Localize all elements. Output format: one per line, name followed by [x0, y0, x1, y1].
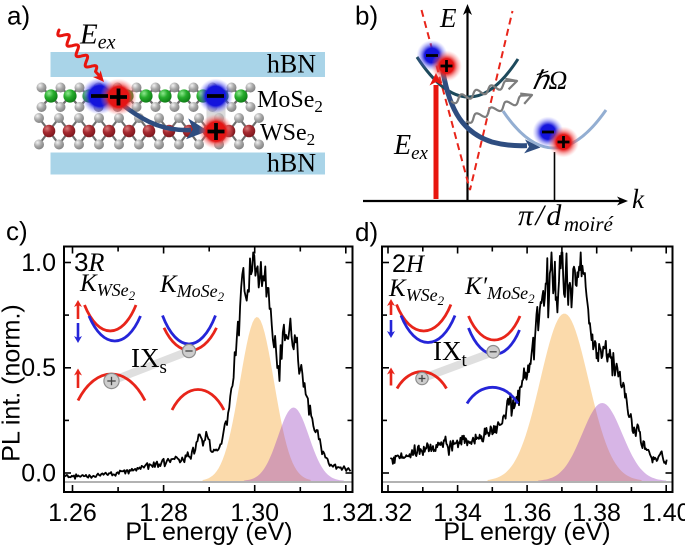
svg-text:hBN: hBN — [267, 149, 316, 178]
svg-text:E: E — [439, 3, 457, 33]
svg-text:WSe2: WSe2 — [260, 120, 315, 149]
svg-text:1.30: 1.30 — [230, 499, 279, 527]
svg-text:0.0: 0.0 — [21, 460, 56, 488]
svg-text:a): a) — [7, 1, 30, 31]
svg-text:1.32: 1.32 — [321, 499, 370, 527]
svg-text:hBN: hBN — [267, 50, 316, 79]
svg-text:1.38: 1.38 — [572, 499, 621, 527]
svg-text:k: k — [632, 184, 645, 214]
svg-text:PL energy (eV): PL energy (eV) — [125, 518, 292, 546]
svg-text:c): c) — [6, 216, 28, 246]
svg-text:2H: 2H — [392, 250, 426, 278]
svg-text:MoSe2: MoSe2 — [257, 87, 323, 116]
svg-text:0.5: 0.5 — [21, 354, 56, 382]
svg-text:b): b) — [355, 1, 378, 31]
svg-text:1.32: 1.32 — [364, 499, 413, 527]
svg-text:1.36: 1.36 — [503, 499, 552, 527]
svg-text:1.34: 1.34 — [433, 499, 482, 527]
svg-text:1.28: 1.28 — [139, 499, 188, 527]
svg-text:1.40: 1.40 — [642, 499, 685, 527]
svg-text:1.0: 1.0 — [21, 249, 56, 277]
svg-text:1.26: 1.26 — [48, 499, 97, 527]
svg-text:PL int. (norm.): PL int. (norm.) — [0, 304, 26, 461]
svg-text:ℏΩ: ℏΩ — [532, 66, 567, 95]
svg-text:IXt: IXt — [433, 336, 468, 371]
svg-text:PL energy (eV): PL energy (eV) — [443, 518, 610, 546]
svg-text:3R: 3R — [74, 247, 104, 277]
svg-text:d): d) — [355, 217, 378, 247]
